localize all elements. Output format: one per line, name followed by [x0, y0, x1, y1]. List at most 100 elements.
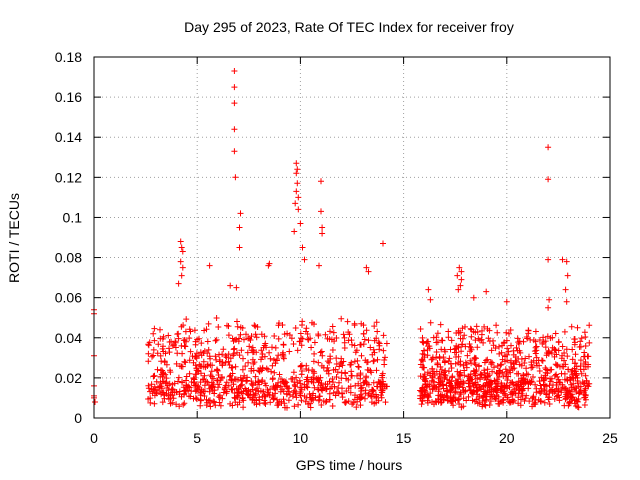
data-point	[472, 361, 479, 368]
data-point	[287, 391, 293, 398]
data-point	[250, 394, 257, 401]
data-points	[91, 68, 593, 411]
data-point	[231, 84, 238, 91]
data-point	[329, 347, 336, 353]
data-point	[234, 349, 240, 356]
data-point	[340, 358, 347, 365]
data-point	[271, 369, 278, 376]
data-point	[231, 390, 238, 396]
data-point	[509, 366, 516, 372]
data-point	[155, 341, 162, 348]
data-point	[576, 344, 583, 350]
data-point	[339, 385, 345, 392]
data-point	[159, 399, 166, 406]
data-point	[234, 318, 240, 325]
data-point	[291, 228, 298, 235]
data-point	[464, 352, 471, 359]
data-point	[201, 372, 208, 379]
data-point	[481, 367, 488, 374]
data-point	[380, 240, 386, 247]
data-point	[166, 339, 173, 345]
data-point	[428, 356, 435, 363]
data-point	[517, 396, 524, 403]
data-point	[272, 360, 279, 367]
data-point	[561, 350, 568, 356]
data-point	[255, 378, 262, 385]
data-point	[165, 332, 172, 339]
data-point	[245, 359, 252, 366]
data-point	[569, 356, 576, 363]
data-point	[252, 387, 259, 394]
data-point	[295, 194, 302, 201]
data-point	[510, 388, 516, 395]
data-point	[311, 321, 317, 328]
data-point	[503, 337, 510, 344]
data-point	[315, 332, 322, 339]
data-point	[424, 347, 431, 353]
data-point	[214, 377, 220, 384]
data-point	[157, 335, 164, 342]
data-point	[561, 385, 568, 392]
data-point	[261, 397, 268, 404]
data-point	[504, 377, 511, 384]
data-point	[178, 363, 185, 370]
data-point	[250, 382, 256, 389]
data-point	[448, 382, 455, 389]
data-point	[433, 349, 440, 355]
data-point	[533, 343, 540, 350]
data-point	[442, 372, 449, 379]
data-point	[443, 392, 450, 399]
data-point	[547, 387, 554, 394]
data-point	[163, 375, 170, 382]
data-point	[231, 126, 238, 133]
data-point	[483, 288, 490, 295]
data-point	[564, 272, 571, 279]
data-point	[179, 264, 186, 271]
data-point	[223, 354, 230, 361]
data-point	[378, 392, 384, 399]
data-point	[361, 336, 368, 343]
data-point	[276, 371, 283, 378]
data-point	[434, 339, 441, 346]
data-point	[219, 359, 226, 366]
data-point	[526, 353, 532, 360]
data-point	[145, 382, 152, 389]
data-point	[197, 392, 204, 399]
data-point	[427, 370, 434, 377]
data-point	[507, 327, 514, 333]
data-point	[568, 323, 575, 330]
data-point	[363, 381, 370, 388]
data-point	[472, 355, 479, 362]
data-point	[150, 346, 157, 353]
data-point	[370, 379, 377, 386]
data-point	[382, 399, 389, 406]
data-point	[458, 268, 465, 275]
data-point	[209, 384, 216, 390]
data-point	[547, 378, 554, 385]
data-point	[580, 391, 587, 397]
data-point	[228, 386, 235, 393]
data-point	[176, 403, 183, 410]
data-point	[181, 400, 188, 407]
data-point	[357, 385, 364, 392]
data-point	[172, 344, 179, 351]
data-point	[494, 329, 501, 336]
data-point	[236, 335, 243, 342]
data-point	[459, 325, 466, 332]
data-point	[563, 298, 570, 305]
data-point	[552, 330, 559, 337]
data-point	[192, 382, 199, 389]
data-point	[467, 373, 473, 380]
data-point	[212, 402, 219, 409]
data-point	[480, 388, 487, 395]
data-point	[160, 348, 167, 355]
data-point	[532, 401, 539, 408]
data-point	[291, 403, 298, 410]
data-point	[467, 348, 473, 355]
data-point	[532, 328, 539, 335]
data-point	[180, 322, 187, 329]
data-point	[355, 364, 362, 371]
data-point	[229, 364, 236, 371]
data-point	[182, 359, 189, 366]
data-point	[230, 338, 237, 345]
